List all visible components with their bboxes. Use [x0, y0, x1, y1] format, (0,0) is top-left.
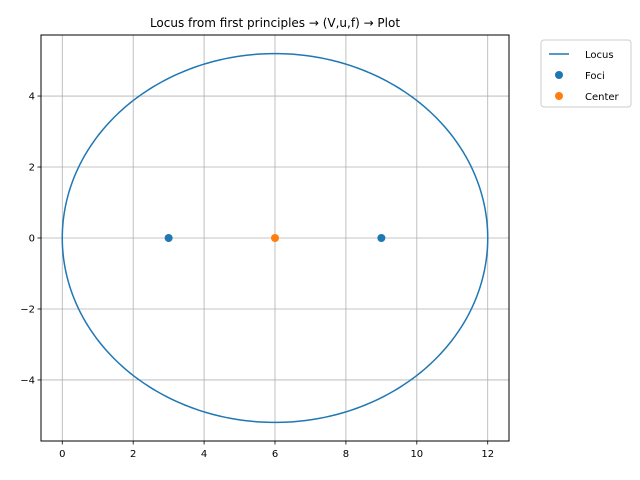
x-tick-label: 6	[272, 449, 278, 460]
legend-label: Foci	[585, 71, 605, 82]
legend: Locus Foci Center	[540, 39, 632, 108]
center-point	[271, 234, 279, 242]
x-tick-label: 2	[130, 449, 136, 460]
y-tick-label: 4	[29, 92, 35, 103]
y-tick-label: 2	[29, 163, 35, 174]
plot-series	[61, 52, 489, 424]
x-tick-label: 10	[410, 449, 423, 460]
legend-label: Center	[585, 92, 620, 103]
chart-title: Locus from first principles → (V,u,f) → …	[150, 16, 400, 30]
x-tick-label: 4	[201, 449, 207, 460]
legend-swatch-marker	[555, 71, 563, 79]
legend-label: Locus	[585, 50, 614, 61]
grid	[41, 35, 509, 441]
x-tick-label: 8	[343, 449, 349, 460]
legend-box	[540, 39, 632, 108]
legend-swatch-marker	[555, 92, 563, 100]
x-tick-label: 0	[59, 449, 65, 460]
locus-line	[61, 52, 489, 424]
x-axis-ticks: 0 2 4 6 8 10 12	[59, 441, 494, 460]
foci-point	[164, 234, 173, 242]
y-tick-label: −2	[20, 304, 35, 315]
axes-frame	[40, 34, 510, 442]
y-tick-label: −4	[20, 375, 35, 386]
y-axis-ticks: −4 −2 0 2 4	[20, 92, 41, 386]
foci-point	[377, 234, 386, 242]
y-tick-label: 0	[29, 234, 35, 245]
x-tick-label: 12	[481, 449, 494, 460]
